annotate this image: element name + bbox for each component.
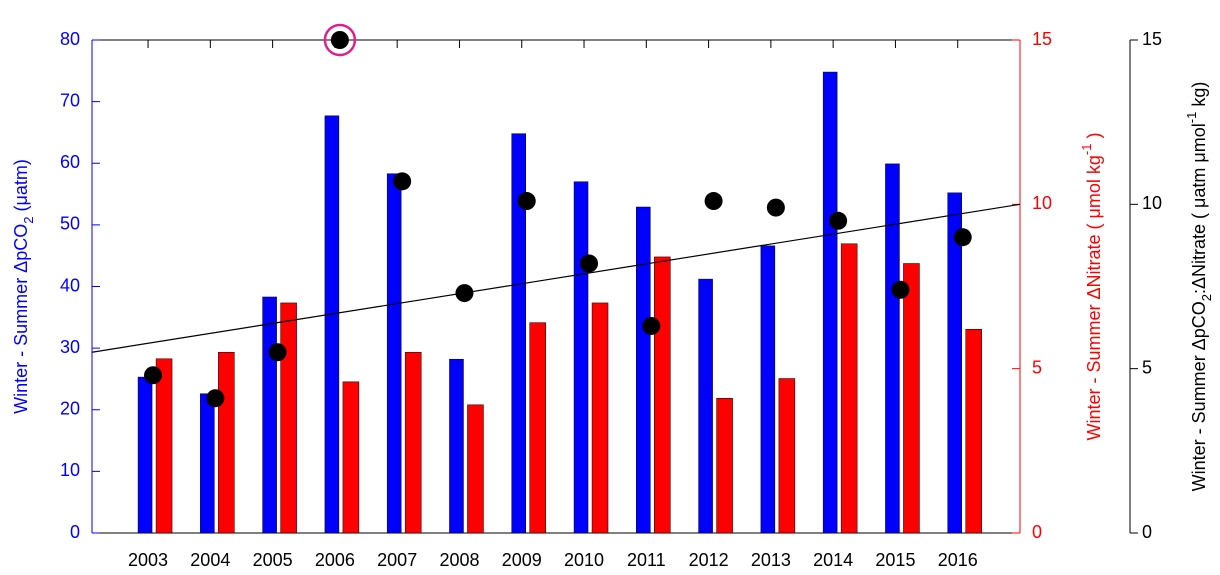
bar (947, 192, 962, 534)
x-tick-label: 2013 (751, 550, 791, 570)
bar (200, 393, 215, 534)
y2-tick-label: 10 (1032, 193, 1052, 213)
bar (965, 328, 982, 534)
x-tick-label: 2011 (627, 550, 666, 570)
y-axis-label-part: 2 (21, 217, 36, 224)
y3-axis-label-part: :ΔNitrate ( μatm μmol (1189, 123, 1209, 294)
bar (218, 351, 235, 534)
bar (778, 378, 796, 534)
x-tick-label: 2005 (253, 550, 293, 570)
y-tick-label: 50 (60, 214, 80, 234)
y-axis-label-part: (μatm) (11, 159, 31, 216)
dot (704, 192, 723, 211)
dot (330, 31, 349, 49)
bar (903, 263, 920, 534)
bar (511, 133, 526, 534)
bar (716, 397, 733, 534)
y3-axis-label-part: Winter - Summer ΔpCO (1189, 301, 1209, 491)
dot (642, 316, 661, 335)
x-tick-label: 2010 (564, 550, 604, 570)
bar (449, 358, 464, 534)
dot (393, 172, 412, 191)
y3-axis-label-part: -1 (1184, 112, 1199, 124)
x-tick-label: 2003 (128, 550, 168, 570)
bar (654, 256, 671, 534)
dot (268, 343, 287, 362)
bar (280, 302, 297, 534)
y-axis-label-part: Winter - Summer ΔpCO (11, 224, 31, 414)
dot (829, 211, 848, 230)
bar (840, 243, 858, 534)
y3-tick-label: 10 (1142, 193, 1162, 213)
bar (591, 302, 609, 534)
bar (760, 245, 776, 534)
dot (517, 192, 536, 211)
y-tick-label: 0 (70, 522, 80, 542)
y2-axis-label-part: -1 (1079, 144, 1094, 156)
y2-axis-label-part: ) (1084, 133, 1104, 144)
bar (324, 115, 340, 534)
y2-tick-label: 5 (1032, 357, 1042, 377)
dot (766, 198, 785, 217)
y3-tick-label: 15 (1142, 29, 1162, 49)
bar (404, 351, 422, 534)
dot (953, 228, 972, 247)
bar (467, 404, 484, 534)
y3-axis-label-part: 2 (1199, 294, 1214, 301)
bar (386, 173, 402, 534)
y2-axis-label: Winter - Summer ΔNitrate ( μmol kg-1 ) (1079, 133, 1104, 441)
y-tick-label: 20 (60, 399, 80, 419)
y-tick-label: 70 (60, 90, 80, 110)
bar (698, 278, 713, 534)
bar (822, 71, 838, 534)
y3-axis-label-part: kg) (1189, 82, 1209, 112)
dot (580, 254, 599, 273)
x-tick-label: 2007 (377, 550, 417, 570)
bar (573, 181, 589, 534)
dot (144, 366, 163, 385)
bar (262, 296, 277, 534)
x-tick-label: 2014 (813, 550, 853, 570)
bar (342, 381, 360, 534)
bar (636, 206, 651, 534)
bar (155, 358, 173, 534)
y-axis-label: Winter - Summer ΔpCO2 (μatm) (11, 159, 36, 414)
y-tick-label: 60 (60, 152, 80, 172)
x-tick-label: 2016 (938, 550, 978, 570)
dot (891, 280, 910, 299)
y2-tick-label: 0 (1032, 522, 1042, 542)
y3-tick-label: 5 (1142, 357, 1152, 377)
trend-line (91, 203, 1021, 353)
y2-axis-label-part: Winter - Summer ΔNitrate ( μmol kg (1084, 155, 1104, 440)
x-tick-label: 2008 (439, 550, 479, 570)
x-tick-label: 2012 (689, 550, 729, 570)
x-tick-label: 2015 (875, 550, 915, 570)
y-tick-label: 30 (60, 337, 80, 357)
y-tick-label: 40 (60, 275, 80, 295)
y3-tick-label: 0 (1142, 522, 1152, 542)
dot (206, 389, 225, 408)
x-tick-label: 2004 (190, 550, 230, 570)
y3-axis-label: Winter - Summer ΔpCO2:ΔNitrate ( μatm μm… (1184, 82, 1214, 492)
y-tick-label: 80 (60, 29, 80, 49)
highlight-ring (323, 23, 357, 57)
bar (137, 376, 153, 534)
x-tick-label: 2009 (502, 550, 542, 570)
bar (529, 322, 546, 534)
bar (885, 163, 900, 534)
y-tick-label: 10 (60, 460, 80, 480)
x-tick-label: 2006 (315, 550, 355, 570)
y2-tick-label: 15 (1032, 29, 1052, 49)
